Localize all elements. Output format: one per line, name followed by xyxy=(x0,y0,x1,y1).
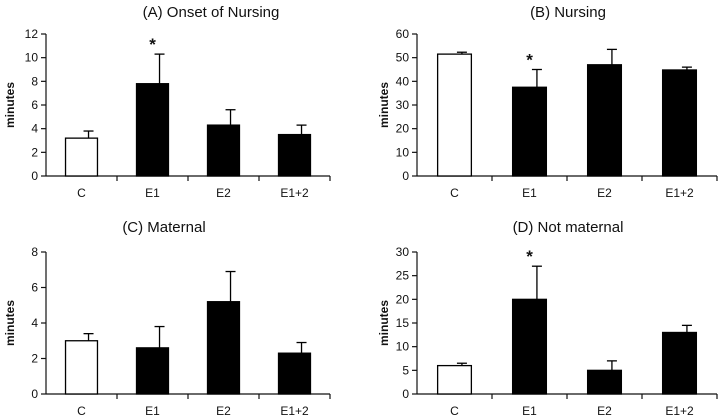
bar-c xyxy=(64,340,99,395)
significance-star: * xyxy=(526,51,533,70)
y-tick-label: 8 xyxy=(31,74,38,88)
y-tick-label: 0 xyxy=(402,387,409,401)
x-tick-label: E1 xyxy=(145,186,160,200)
y-axis-label: minutes xyxy=(3,300,17,346)
y-tick-label: 30 xyxy=(396,98,410,112)
y-tick-label: 12 xyxy=(25,27,39,41)
chart-title: (D) Not maternal xyxy=(513,219,624,236)
y-tick-label: 4 xyxy=(31,316,38,330)
chart-panel-1: (B) Nursing minutes 0 10 20 30 40 50 60 C * E1 E2 E1+… xyxy=(377,4,718,200)
chart-title: (A) Onset of Nursing xyxy=(143,4,280,21)
bar-e1plus2 xyxy=(277,133,312,177)
bar-e1 xyxy=(135,83,170,177)
x-tick-label: C xyxy=(77,186,86,200)
bar-c xyxy=(436,53,473,177)
x-tick-label: E1 xyxy=(522,186,537,200)
x-tick-label: E1+2 xyxy=(665,186,694,200)
x-tick-label: E2 xyxy=(597,404,612,418)
y-tick-label: 0 xyxy=(402,169,409,183)
y-axis-label: minutes xyxy=(377,82,391,128)
bar-e1 xyxy=(135,347,170,395)
bar-c xyxy=(436,364,473,395)
x-tick-label: C xyxy=(450,186,459,200)
bar-e2 xyxy=(206,301,241,395)
x-tick-label: E1+2 xyxy=(280,404,309,418)
y-tick-label: 50 xyxy=(396,51,410,65)
y-tick-label: 20 xyxy=(396,292,410,306)
bar-e2 xyxy=(206,124,241,177)
y-tick-label: 0 xyxy=(31,169,38,183)
y-axis-label: minutes xyxy=(377,300,391,346)
y-tick-label: 60 xyxy=(396,27,410,41)
bar-e1 xyxy=(511,86,548,177)
significance-star: * xyxy=(149,35,156,54)
x-tick-label: E1+2 xyxy=(665,404,694,418)
bar-e1 xyxy=(511,298,548,395)
bar-e1plus2 xyxy=(661,331,698,395)
y-tick-label: 30 xyxy=(396,245,410,259)
y-tick-label: 10 xyxy=(396,340,410,354)
chart-panel-3: (D) Not maternal minutes 0 5 10 15 20 25 30 C * E1 E… xyxy=(377,219,718,418)
bar-c xyxy=(64,137,99,177)
bar-e2 xyxy=(586,64,623,177)
x-tick-label: E1+2 xyxy=(280,186,309,200)
y-tick-label: 40 xyxy=(396,74,410,88)
chart-panel-2: (C) Maternal minutes 0 2 4 6 8 C E1 E2 E1+2 xyxy=(3,219,331,418)
chart-title: (B) Nursing xyxy=(530,4,606,21)
x-tick-label: E2 xyxy=(597,186,612,200)
y-tick-label: 10 xyxy=(25,51,39,65)
y-tick-label: 6 xyxy=(31,98,38,112)
y-tick-label: 20 xyxy=(396,122,410,136)
y-tick-label: 4 xyxy=(31,122,38,136)
y-tick-label: 10 xyxy=(396,145,410,159)
y-tick-label: 0 xyxy=(31,387,38,401)
bar-e1plus2 xyxy=(661,69,698,177)
x-tick-label: E2 xyxy=(216,186,231,200)
chart-panel-0: (A) Onset of Nursing minutes 0 2 4 6 8 10 12 C * E1… xyxy=(3,4,331,200)
bar-e1plus2 xyxy=(277,352,312,395)
y-tick-label: 5 xyxy=(402,363,409,377)
y-tick-label: 15 xyxy=(396,316,410,330)
y-tick-label: 8 xyxy=(31,245,38,259)
x-tick-label: E1 xyxy=(145,404,160,418)
x-tick-label: E2 xyxy=(216,404,231,418)
y-axis-label: minutes xyxy=(3,82,17,128)
y-tick-label: 25 xyxy=(396,269,410,283)
y-tick-label: 2 xyxy=(31,145,38,159)
chart-title: (C) Maternal xyxy=(122,219,205,236)
x-tick-label: C xyxy=(450,404,459,418)
y-tick-label: 6 xyxy=(31,281,38,295)
significance-star: * xyxy=(526,247,533,266)
y-tick-label: 2 xyxy=(31,352,38,366)
x-tick-label: E1 xyxy=(522,404,537,418)
x-tick-label: C xyxy=(77,404,86,418)
bar-e2 xyxy=(586,369,623,395)
